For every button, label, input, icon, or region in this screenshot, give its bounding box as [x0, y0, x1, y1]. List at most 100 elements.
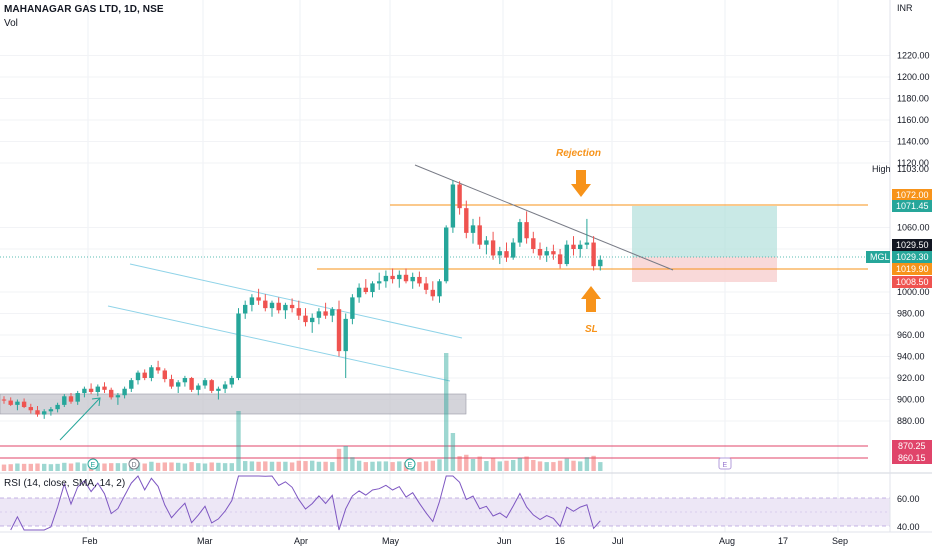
candle-body[interactable]: [216, 388, 221, 391]
candle-body[interactable]: [189, 378, 194, 390]
candle-body[interactable]: [289, 304, 295, 309]
candle-body[interactable]: [222, 384, 228, 389]
candle-body[interactable]: [102, 386, 107, 390]
candle-body[interactable]: [417, 276, 422, 284]
rsi-line[interactable]: [10, 475, 601, 531]
channel-upper-line[interactable]: [129, 263, 463, 339]
candle-body[interactable]: [477, 225, 482, 245]
dividend-marker[interactable]: D: [128, 458, 140, 470]
candle-body[interactable]: [490, 240, 496, 256]
candle-body[interactable]: [15, 401, 20, 405]
candle-body[interactable]: [229, 378, 234, 385]
candle-body[interactable]: [584, 242, 590, 245]
candle-body[interactable]: [249, 297, 255, 305]
candle-body[interactable]: [397, 274, 402, 280]
candle-body[interactable]: [1, 399, 7, 401]
candle-body[interactable]: [109, 389, 114, 398]
sl-annotation[interactable]: SL: [585, 324, 598, 335]
candle-body[interactable]: [162, 370, 167, 380]
uptrend-arrow-line[interactable]: [59, 397, 101, 441]
candle-body[interactable]: [263, 300, 268, 309]
candle-body[interactable]: [276, 302, 281, 311]
candle-body[interactable]: [88, 388, 94, 392]
candle-body[interactable]: [155, 367, 161, 371]
candle-body[interactable]: [531, 238, 536, 249]
candle-body[interactable]: [176, 382, 181, 387]
candle-body[interactable]: [182, 378, 188, 383]
candle-body[interactable]: [524, 222, 529, 239]
candle-body[interactable]: [517, 222, 523, 243]
candle-body[interactable]: [330, 309, 335, 316]
candle-body[interactable]: [403, 274, 409, 282]
candle-body[interactable]: [35, 410, 40, 415]
candle-body[interactable]: [551, 251, 556, 255]
candle-body[interactable]: [598, 259, 603, 267]
time-axis[interactable]: Feb Mar Apr May Jun 16 Jul Aug 17 Sep: [82, 536, 848, 546]
candle-body[interactable]: [129, 380, 134, 389]
demand-zone-box[interactable]: [0, 393, 467, 415]
candle-body[interactable]: [28, 407, 33, 411]
channel-lower-line[interactable]: [107, 305, 451, 382]
earnings-marker-future[interactable]: E: [718, 457, 732, 470]
candle-body[interactable]: [8, 400, 13, 405]
candle-body[interactable]: [236, 313, 241, 379]
candle-body[interactable]: [269, 302, 275, 309]
earnings-marker-2[interactable]: E: [404, 458, 416, 470]
candle-body[interactable]: [42, 411, 47, 415]
candle-body[interactable]: [390, 275, 395, 280]
candle-body[interactable]: [62, 396, 67, 405]
candle-body[interactable]: [578, 244, 583, 249]
candle-body[interactable]: [142, 372, 147, 378]
candle-body[interactable]: [497, 251, 502, 256]
candles[interactable]: [1, 180, 603, 419]
candle-body[interactable]: [410, 276, 415, 282]
symbol-title[interactable]: MAHANAGAR GAS LTD, 1D, NSE: [4, 4, 164, 15]
candle-body[interactable]: [564, 244, 569, 265]
candle-body[interactable]: [135, 372, 141, 381]
candle-body[interactable]: [437, 281, 442, 297]
candle-body[interactable]: [169, 379, 174, 387]
candle-body[interactable]: [571, 244, 576, 249]
candle-body[interactable]: [256, 297, 261, 301]
candle-body[interactable]: [557, 254, 563, 265]
candle-body[interactable]: [48, 409, 54, 412]
price-axis-ticks[interactable]: 1220.00 1200.00 1180.00 1160.00 1140.00 1120.…: [897, 51, 930, 427]
candle-body[interactable]: [537, 249, 543, 256]
candle-body[interactable]: [511, 242, 516, 258]
candle-body[interactable]: [316, 311, 322, 318]
candle-body[interactable]: [283, 304, 288, 311]
candle-body[interactable]: [430, 289, 435, 297]
candle-body[interactable]: [450, 184, 456, 228]
candle-body[interactable]: [82, 388, 87, 394]
volume-indicator-label[interactable]: Vol: [4, 18, 18, 29]
candle-body[interactable]: [303, 315, 308, 323]
target-zone[interactable]: [632, 206, 777, 257]
candle-body[interactable]: [356, 287, 362, 298]
candle-body[interactable]: [122, 388, 127, 396]
candle-body[interactable]: [444, 227, 449, 282]
candle-body[interactable]: [55, 404, 60, 410]
candle-body[interactable]: [591, 242, 596, 267]
candle-body[interactable]: [423, 283, 429, 290]
candle-body[interactable]: [464, 208, 469, 233]
candle-body[interactable]: [196, 385, 201, 390]
candle-body[interactable]: [68, 396, 74, 402]
earnings-marker-1[interactable]: E: [87, 458, 99, 470]
candle-body[interactable]: [383, 275, 389, 282]
rsi-indicator-label[interactable]: RSI (14, close, SMA, 14, 2): [4, 478, 126, 489]
candle-body[interactable]: [363, 287, 368, 292]
candle-body[interactable]: [115, 395, 121, 398]
candle-body[interactable]: [323, 311, 328, 316]
candle-body[interactable]: [310, 317, 315, 323]
candle-body[interactable]: [350, 297, 355, 319]
candle-body[interactable]: [504, 251, 509, 258]
candle-body[interactable]: [243, 304, 248, 314]
candle-body[interactable]: [296, 308, 301, 316]
rejection-annotation[interactable]: Rejection: [556, 148, 601, 159]
candle-body[interactable]: [370, 283, 375, 292]
candle-body[interactable]: [149, 367, 154, 378]
candle-body[interactable]: [75, 393, 80, 402]
candle-body[interactable]: [457, 184, 462, 209]
candle-body[interactable]: [209, 380, 214, 391]
